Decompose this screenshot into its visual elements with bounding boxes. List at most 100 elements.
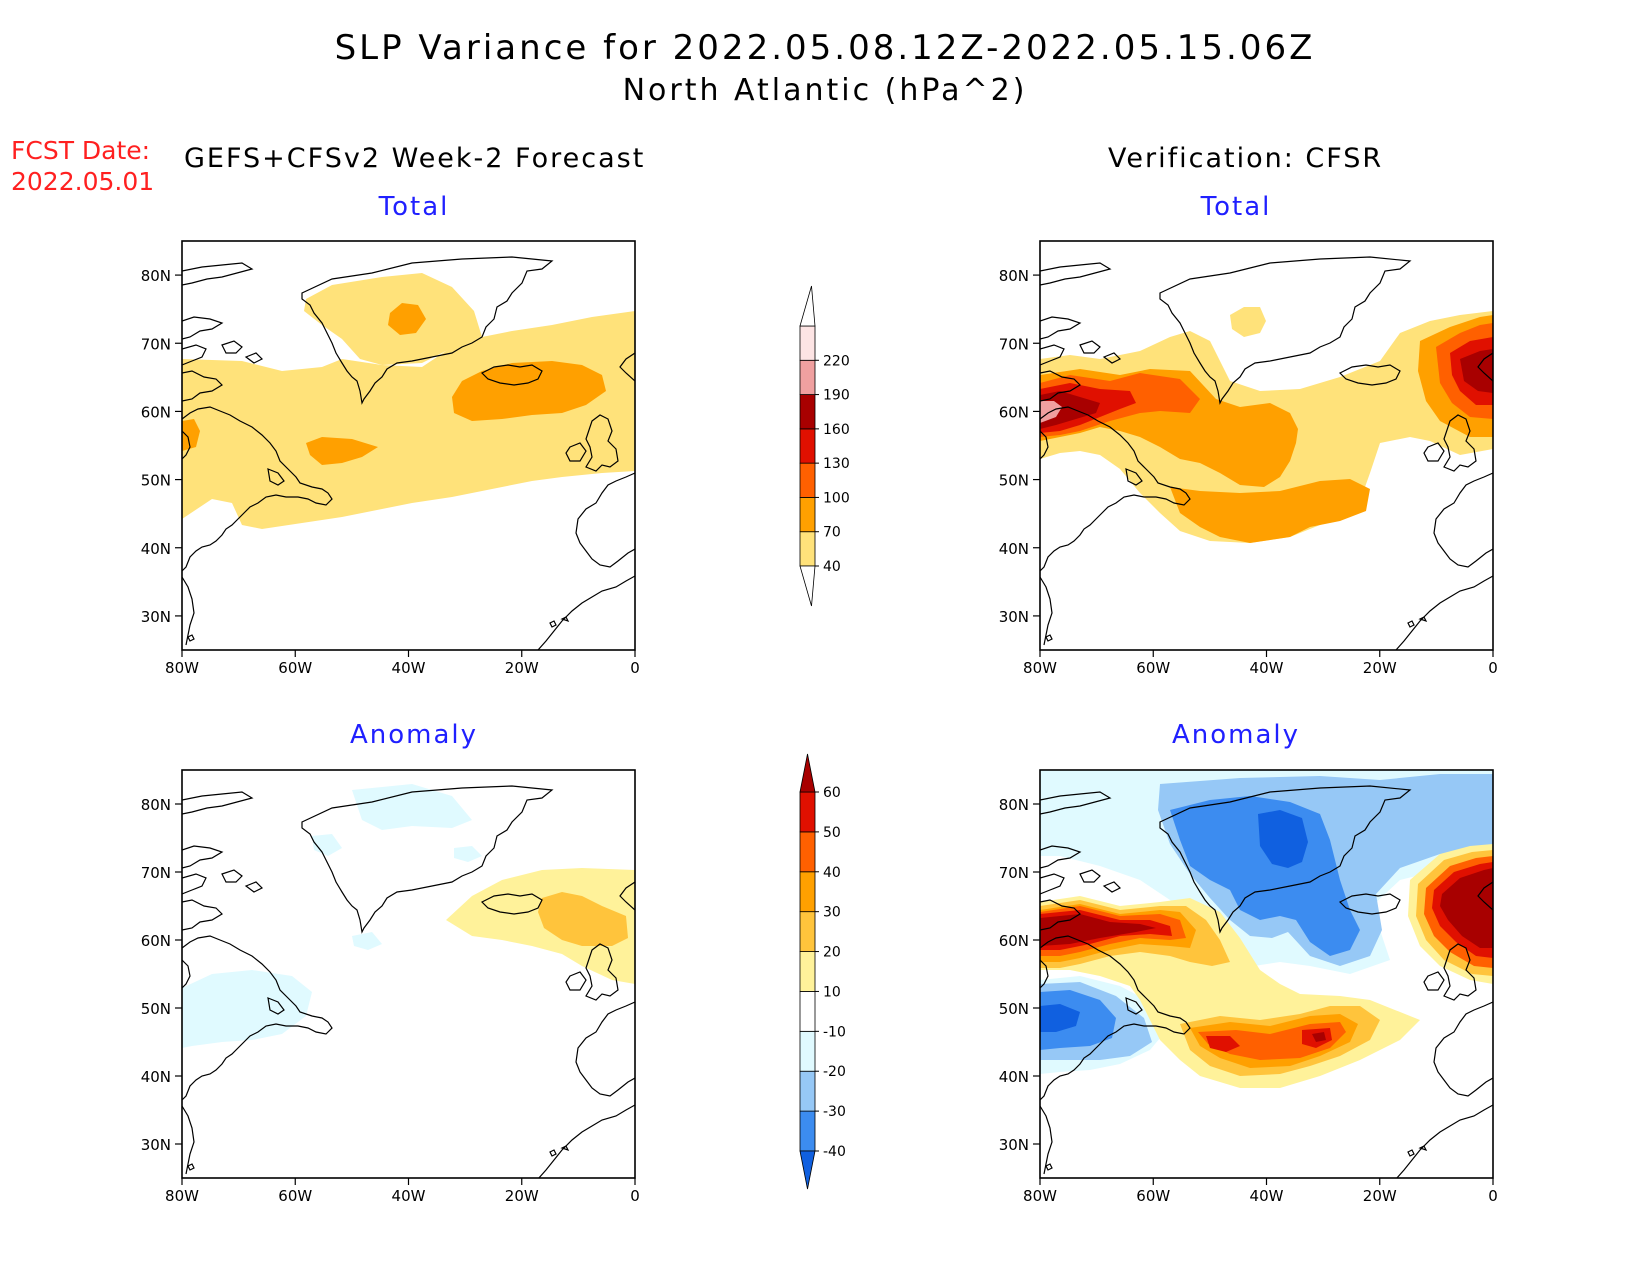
forecast-anomaly-lon-label: 80W [165, 1187, 199, 1205]
verification-total-lat-label: 60N [999, 403, 1029, 421]
main-title: SLP Variance for 2022.05.08.12Z-2022.05.… [334, 28, 1316, 68]
verification-anomaly-lon-label: 20W [1363, 1187, 1397, 1205]
anomaly-colorbar-swatch [799, 1110, 816, 1152]
verification-total-lat-label: 50N [999, 472, 1029, 490]
forecast-anomaly-lat-label: 30N [141, 1136, 171, 1154]
verification-anomaly-lat-label: 30N [999, 1136, 1029, 1154]
anomaly-colorbar-label: -20 [823, 1064, 846, 1080]
total-colorbar-swatch [799, 325, 816, 361]
forecast-anom-fill-neg10-west [182, 970, 312, 1048]
forecast-total-lat-label: 40N [141, 540, 171, 558]
verif-anom-fill-neg40-west [1040, 1004, 1080, 1032]
forecast-total-lat-label: 70N [141, 335, 171, 353]
forecast-total-lat-label: 80N [141, 267, 171, 285]
verification-total-lon-label: 80W [1023, 659, 1057, 677]
forecast-anom-fill-neg10-c [352, 932, 382, 950]
anomaly-colorbar-swatch [799, 951, 816, 992]
total-colorbar-label: 130 [823, 456, 850, 472]
total-colorbar-swatch [799, 359, 816, 395]
forecast-anomaly-title: Anomaly [349, 720, 479, 750]
verif-total-fill-40-north [1230, 307, 1266, 337]
anomaly-colorbar-label: 30 [823, 905, 841, 921]
anomaly-colorbar-label: 20 [823, 945, 841, 961]
anomaly-colorbar-label: -10 [823, 1024, 846, 1040]
forecast-anomaly-lon-label: 60W [278, 1187, 312, 1205]
anomaly-colorbar-swatch [799, 1070, 816, 1112]
anomaly-colorbar-swatch [799, 911, 816, 952]
verification-anomaly-lat-label: 50N [999, 1000, 1029, 1018]
total-colorbar-label: 220 [823, 353, 850, 369]
verif-total-fill-160 [1040, 391, 1100, 429]
forecast-heading: GEFS+CFSv2 Week-2 Forecast [184, 143, 646, 174]
forecast-total-lon-label: 60W [278, 659, 312, 677]
anomaly-colorbar-label: -30 [823, 1104, 846, 1120]
total-colorbar-label: 100 [823, 490, 850, 506]
anomaly-colorbar-label: 40 [823, 865, 841, 881]
forecast-total-lon-label: 0 [630, 659, 640, 677]
anomaly-colorbar-label: -40 [823, 1144, 846, 1160]
forecast-total-lat-label: 60N [141, 403, 171, 421]
anomaly-colorbar-swatch [799, 871, 816, 913]
total-colorbar-swatch [799, 531, 816, 567]
verification-total-lat-label: 30N [999, 608, 1029, 626]
verif-anom-fill-60-west [1040, 914, 1156, 946]
verification-total-lon-label: 60W [1136, 659, 1170, 677]
anomaly-colorbar-swatch [799, 791, 816, 833]
verification-anomaly-lat-label: 40N [999, 1068, 1029, 1086]
forecast-anomaly-lat-label: 40N [141, 1068, 171, 1086]
verif-anom-fill-neg40 [1258, 810, 1308, 868]
verification-anomaly-lat-label: 60N [999, 932, 1029, 950]
verification-total-lon-label: 20W [1363, 659, 1397, 677]
verification-total-lat-label: 40N [999, 540, 1029, 558]
forecast-date-caption: FCST Date: [11, 136, 151, 165]
forecast-anomaly-lon-label: 40W [392, 1187, 426, 1205]
forecast-total-lon-label: 40W [392, 659, 426, 677]
verif-anom-fill-neg30 [1170, 796, 1360, 956]
total-colorbar-swatch [799, 394, 816, 430]
verification-total-title: Total [1200, 192, 1272, 222]
verif-total-fill-160-east [1460, 349, 1493, 393]
forecast-total-lon-label: 20W [505, 659, 539, 677]
verification-total-lat-label: 80N [999, 267, 1029, 285]
axes-layer: 80W 60W 40W 20W 0 80N 70N 60N 50N 40N 30N 80W 60W 40W… [141, 267, 1498, 1205]
verification-total-lat-label: 70N [999, 335, 1029, 353]
forecast-date-value: 2022.05.01 [11, 167, 155, 196]
total-colorbar-swatch [799, 462, 816, 498]
verification-anomaly-lat-label: 80N [999, 796, 1029, 814]
forecast-total-fill-70-north [388, 303, 426, 335]
verification-anomaly-lon-label: 40W [1250, 1187, 1284, 1205]
verification-anomaly-title: Anomaly [1171, 720, 1301, 750]
verification-total-lon-label: 0 [1488, 659, 1498, 677]
anomaly-colorbar-bottom-arrow [799, 1150, 816, 1190]
total-colorbar-label: 160 [823, 422, 850, 438]
forecast-total-lat-label: 30N [141, 608, 171, 626]
verif-anom-fill-60-east [1440, 868, 1493, 948]
forecast-anomaly-map [181, 769, 636, 1179]
forecast-total-map [181, 240, 636, 651]
total-colorbar-bottom-arrow [799, 565, 816, 607]
forecast-anom-fill-20 [538, 892, 628, 946]
anomaly-colorbar-top-arrow [799, 753, 816, 793]
total-colorbar-swatch [799, 428, 816, 464]
verification-total-lon-label: 40W [1250, 659, 1284, 677]
verification-anomaly-lon-label: 80W [1023, 1187, 1057, 1205]
forecast-date-label: FCST Date: 2022.05.01 [11, 135, 154, 197]
anomaly-colorbar-label: 60 [823, 785, 841, 801]
forecast-anom-fill-neg10-b [454, 846, 482, 862]
total-colorbar-swatch [799, 497, 816, 533]
anomaly-colorbar-swatch [799, 1030, 816, 1072]
verif-anom-fill-50-south [1206, 1036, 1240, 1052]
forecast-anomaly-lat-label: 60N [141, 932, 171, 950]
anomaly-colorbar-label: 50 [823, 825, 841, 841]
sub-title: North Atlantic (hPa^2) [622, 73, 1028, 108]
anomaly-colorbar: -40 -30 -20 -10 10 20 30 40 50 60 [799, 753, 846, 1190]
anomaly-colorbar-swatch [799, 831, 816, 873]
total-colorbar: 40 70 100 130 160 190 220 [799, 285, 850, 607]
total-colorbar-top-arrow [799, 285, 816, 327]
total-colorbar-label: 40 [823, 559, 841, 575]
forecast-total-fill-70-west [182, 419, 200, 451]
verification-anomaly-lon-label: 60W [1136, 1187, 1170, 1205]
forecast-total-lat-label: 50N [141, 472, 171, 490]
forecast-anomaly-lat-label: 70N [141, 864, 171, 882]
